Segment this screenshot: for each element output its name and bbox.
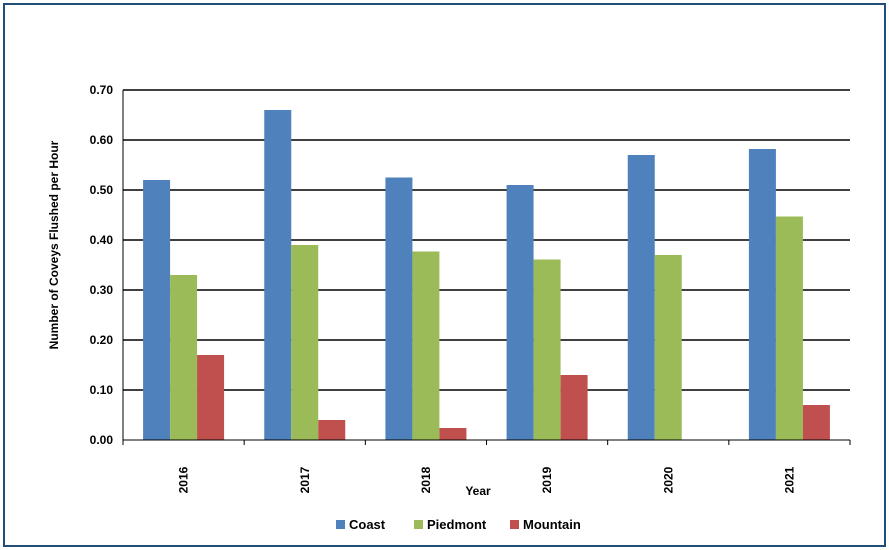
y-tick-label: 0.00 xyxy=(90,433,114,447)
bar-piedmont-2019 xyxy=(533,259,561,440)
x-tick-label: 2017 xyxy=(298,466,312,493)
legend-label-piedmont: Piedmont xyxy=(427,517,487,532)
y-axis-title: Number of Coveys Flushed per Hour xyxy=(47,140,61,349)
x-tick-label: 2016 xyxy=(177,466,191,493)
bar-mountain-2018 xyxy=(439,428,467,440)
bar-mountain-2017 xyxy=(318,420,346,440)
gridlines xyxy=(123,89,850,391)
legend-label-coast: Coast xyxy=(349,517,386,532)
legend-swatch-coast xyxy=(336,520,345,529)
bar-piedmont-2017 xyxy=(291,245,319,440)
bar-coast-2017 xyxy=(264,110,292,440)
legend-swatch-mountain xyxy=(510,520,519,529)
bar-coast-2016 xyxy=(143,180,171,440)
bar-coast-2019 xyxy=(506,185,534,440)
x-axis-title: Year xyxy=(465,484,491,498)
bar-piedmont-2018 xyxy=(412,251,440,440)
x-tick-label: 2019 xyxy=(540,466,554,493)
bar-coast-2018 xyxy=(385,177,413,440)
y-tick-label: 0.40 xyxy=(90,233,114,247)
x-tick-labels: 2016 2017 2018 2019 2020 2021 xyxy=(177,466,797,493)
legend-swatch-piedmont xyxy=(414,520,423,529)
bar-mountain-2019 xyxy=(560,375,588,440)
bar-coast-2021 xyxy=(748,149,776,440)
legend: Coast Piedmont Mountain xyxy=(336,517,581,532)
axes xyxy=(122,90,851,445)
x-tick-label: 2018 xyxy=(419,466,433,493)
bars xyxy=(143,110,830,440)
y-tick-label: 0.10 xyxy=(90,383,114,397)
legend-label-mountain: Mountain xyxy=(523,517,581,532)
y-tick-label: 0.30 xyxy=(90,283,114,297)
y-tick-label: 0.60 xyxy=(90,133,114,147)
y-tick-label: 0.70 xyxy=(90,83,114,97)
bar-piedmont-2020 xyxy=(654,255,682,440)
bar-mountain-2021 xyxy=(802,405,830,440)
x-tick-label: 2021 xyxy=(782,466,796,493)
y-tick-label: 0.50 xyxy=(90,183,114,197)
y-tick-label: 0.20 xyxy=(90,333,114,347)
y-tick-labels: 0.00 0.10 0.20 0.30 0.40 0.50 0.60 0.70 xyxy=(90,83,114,447)
bar-coast-2020 xyxy=(627,155,655,440)
bar-mountain-2016 xyxy=(197,355,225,440)
bar-piedmont-2016 xyxy=(170,275,198,440)
x-tick-label: 2020 xyxy=(661,466,675,493)
bar-piedmont-2021 xyxy=(775,216,803,440)
